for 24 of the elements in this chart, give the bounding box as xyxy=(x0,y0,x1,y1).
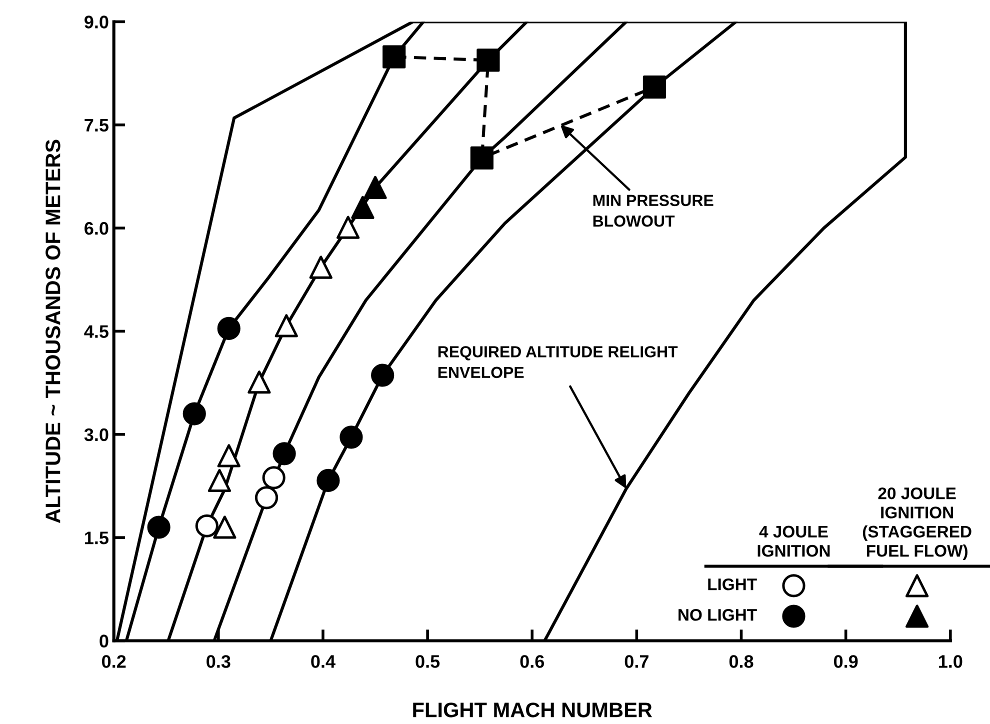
x-tick-label: 0.8 xyxy=(729,655,754,668)
annotation: 4 JOULE IGNITION xyxy=(758,526,830,557)
x-tick-label: 1.0 xyxy=(938,655,962,668)
y-tick-label: 9.0 xyxy=(84,16,108,28)
y-tick-label: 7.5 xyxy=(84,119,108,132)
x-tick-label: 0.7 xyxy=(624,655,648,668)
y-tick-label: 4.5 xyxy=(84,325,108,338)
x-tick-label: 0.5 xyxy=(416,655,440,668)
y-tick-label: 0 xyxy=(100,634,108,648)
annotation: 20 JOULE IGNITION (STAGGERED FUEL FLOW) xyxy=(862,487,972,560)
legend-label: LIGHT xyxy=(708,578,757,590)
x-tick-label: 0.3 xyxy=(206,655,230,668)
legend-label: NO LIGHT xyxy=(678,608,757,621)
y-tick-label: 6.0 xyxy=(84,222,108,235)
y-axis-title: ALTITUDE ~ THOUSANDS OF METERS xyxy=(46,140,60,523)
x-tick-label: 0.9 xyxy=(834,655,858,668)
annotation: MIN PRESSURE BLOWOUT xyxy=(593,194,714,227)
x-tick-label: 0.4 xyxy=(311,655,336,668)
y-tick-label: 1.5 xyxy=(85,532,108,544)
x-tick-label: 0.2 xyxy=(102,655,126,668)
x-axis-title: FLIGHT MACH NUMBER xyxy=(413,702,652,718)
annotation: REQUIRED ALTITUDE RELIGHT ENVELOPE xyxy=(438,346,678,378)
y-tick-label: 3.0 xyxy=(84,428,108,442)
x-tick-label: 0.6 xyxy=(520,655,544,668)
